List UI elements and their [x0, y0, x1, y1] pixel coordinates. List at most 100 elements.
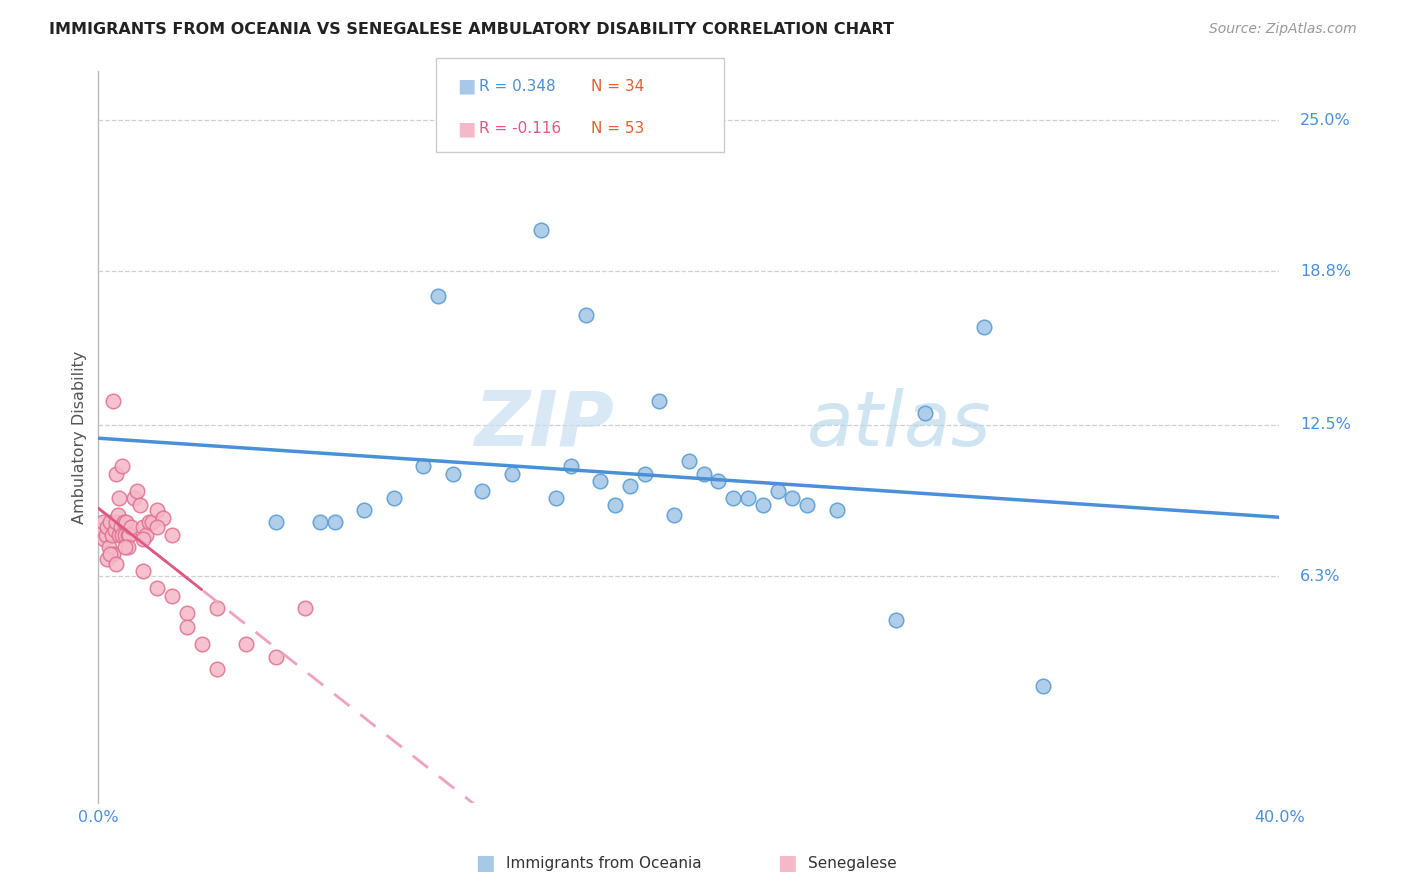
- Text: R = 0.348: R = 0.348: [479, 78, 555, 94]
- Point: [125, 483, 148, 498]
- Point: [108, 491, 131, 505]
- Point: [751, 499, 773, 513]
- Point: [114, 540, 136, 554]
- Point: [693, 467, 716, 481]
- Point: [146, 581, 169, 595]
- Point: [501, 467, 523, 481]
- Point: [105, 516, 128, 530]
- Point: [162, 527, 183, 541]
- Point: [93, 533, 115, 547]
- Point: [619, 479, 641, 493]
- Point: [309, 516, 332, 530]
- Point: [132, 533, 155, 547]
- Text: Senegalese: Senegalese: [808, 856, 897, 871]
- Text: Source: ZipAtlas.com: Source: ZipAtlas.com: [1209, 22, 1357, 37]
- Point: [678, 454, 700, 468]
- Point: [98, 547, 121, 561]
- Point: [132, 564, 155, 578]
- Point: [118, 527, 141, 541]
- Text: ZIP: ZIP: [475, 388, 616, 462]
- Point: [825, 503, 848, 517]
- Point: [128, 499, 150, 513]
- Text: R = -0.116: R = -0.116: [479, 121, 561, 136]
- Point: [117, 540, 139, 554]
- Text: ■: ■: [778, 854, 797, 873]
- Point: [766, 483, 789, 498]
- Point: [105, 467, 128, 481]
- Point: [605, 499, 627, 513]
- Point: [112, 516, 135, 530]
- Point: [884, 613, 907, 627]
- Point: [114, 527, 136, 541]
- Point: [782, 491, 804, 505]
- Point: [707, 474, 730, 488]
- Point: [737, 491, 759, 505]
- Text: atlas: atlas: [807, 388, 991, 462]
- Text: ■: ■: [475, 854, 495, 873]
- Point: [648, 393, 671, 408]
- Point: [135, 527, 157, 541]
- Point: [723, 491, 745, 505]
- Point: [914, 406, 936, 420]
- Point: [96, 520, 118, 534]
- Point: [100, 527, 122, 541]
- Text: 25.0%: 25.0%: [1301, 112, 1351, 128]
- Point: [323, 516, 346, 530]
- Point: [382, 491, 405, 505]
- Point: [176, 620, 198, 634]
- Point: [146, 503, 169, 517]
- Text: N = 53: N = 53: [591, 121, 644, 136]
- Point: [235, 637, 257, 651]
- Point: [471, 483, 494, 498]
- Text: 6.3%: 6.3%: [1301, 568, 1341, 583]
- Point: [91, 516, 114, 530]
- Point: [117, 527, 139, 541]
- Point: [96, 552, 118, 566]
- Point: [530, 223, 553, 237]
- Point: [176, 606, 198, 620]
- Point: [152, 510, 174, 524]
- Point: [111, 459, 134, 474]
- Text: ■: ■: [457, 119, 475, 138]
- Point: [973, 320, 995, 334]
- Point: [115, 516, 138, 530]
- Point: [205, 600, 228, 615]
- Point: [138, 516, 160, 530]
- Point: [353, 503, 375, 517]
- Text: IMMIGRANTS FROM OCEANIA VS SENEGALESE AMBULATORY DISABILITY CORRELATION CHART: IMMIGRANTS FROM OCEANIA VS SENEGALESE AM…: [49, 22, 894, 37]
- Text: Immigrants from Oceania: Immigrants from Oceania: [506, 856, 702, 871]
- Text: ■: ■: [457, 77, 475, 95]
- Point: [108, 527, 131, 541]
- Point: [546, 491, 568, 505]
- Point: [146, 520, 169, 534]
- Point: [110, 520, 132, 534]
- Point: [122, 491, 145, 505]
- Point: [103, 393, 125, 408]
- Point: [574, 308, 596, 322]
- Point: [589, 474, 612, 488]
- Point: [105, 557, 128, 571]
- Point: [103, 547, 125, 561]
- Point: [427, 288, 450, 302]
- Point: [294, 600, 316, 615]
- Point: [796, 499, 818, 513]
- Point: [97, 540, 120, 554]
- Point: [111, 527, 134, 541]
- Point: [132, 520, 155, 534]
- Point: [633, 467, 655, 481]
- Text: 0.0%: 0.0%: [79, 810, 118, 825]
- Text: 12.5%: 12.5%: [1301, 417, 1351, 433]
- Text: N = 34: N = 34: [591, 78, 644, 94]
- Point: [107, 508, 129, 522]
- Point: [191, 637, 214, 651]
- Point: [441, 467, 464, 481]
- Point: [1032, 679, 1054, 693]
- Text: 18.8%: 18.8%: [1301, 264, 1351, 279]
- Point: [90, 523, 112, 537]
- Point: [98, 516, 121, 530]
- Y-axis label: Ambulatory Disability: Ambulatory Disability: [72, 351, 87, 524]
- Point: [205, 662, 228, 676]
- Point: [264, 649, 287, 664]
- Point: [264, 516, 287, 530]
- Point: [94, 527, 117, 541]
